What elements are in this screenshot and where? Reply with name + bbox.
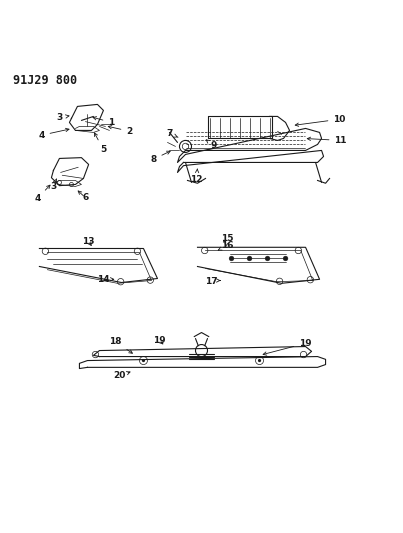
- Text: 14: 14: [97, 275, 110, 284]
- Circle shape: [247, 256, 252, 261]
- Text: 1: 1: [93, 117, 114, 127]
- Text: 19: 19: [153, 336, 166, 345]
- Circle shape: [229, 256, 234, 261]
- Text: 10: 10: [295, 115, 346, 126]
- Text: 20: 20: [113, 371, 126, 380]
- Text: 9: 9: [206, 140, 217, 150]
- Text: 11: 11: [307, 136, 347, 145]
- Text: 8: 8: [150, 151, 170, 164]
- Text: 16: 16: [218, 241, 234, 250]
- Text: 91J29 800: 91J29 800: [13, 74, 77, 87]
- Circle shape: [142, 359, 145, 362]
- Circle shape: [265, 256, 270, 261]
- Text: 5: 5: [94, 133, 106, 154]
- Text: 4: 4: [38, 128, 69, 140]
- Text: 12: 12: [191, 169, 203, 184]
- Text: 3: 3: [50, 179, 56, 191]
- Text: 17: 17: [205, 277, 218, 286]
- Text: 2: 2: [108, 126, 133, 136]
- Circle shape: [258, 359, 261, 362]
- Text: 13: 13: [82, 237, 95, 246]
- Text: 6: 6: [82, 193, 89, 202]
- Text: 18: 18: [109, 337, 133, 353]
- Text: 15: 15: [221, 234, 234, 246]
- Text: 7: 7: [166, 129, 178, 138]
- Text: 3: 3: [56, 113, 69, 122]
- Circle shape: [283, 256, 288, 261]
- Text: 19: 19: [263, 339, 312, 355]
- Text: 4: 4: [34, 185, 50, 203]
